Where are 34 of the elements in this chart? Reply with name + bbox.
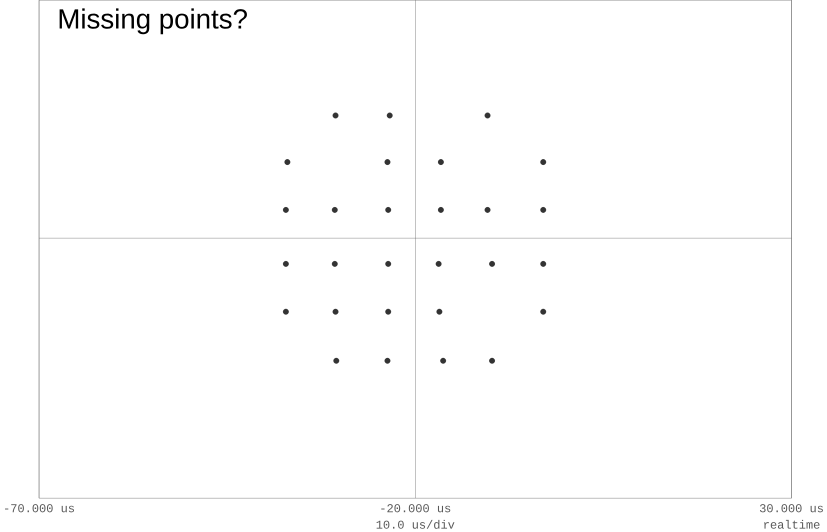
point [332, 112, 338, 119]
point [284, 159, 290, 166]
text: realtime [764, 520, 820, 529]
point [332, 260, 338, 267]
point [384, 159, 390, 166]
point [385, 308, 392, 315]
point [540, 159, 546, 166]
point [332, 308, 338, 315]
point [436, 308, 442, 315]
text: 10.0 us/div [376, 520, 454, 529]
point [332, 207, 338, 213]
point [385, 260, 392, 267]
point [385, 207, 392, 213]
point [440, 358, 446, 364]
point [282, 207, 289, 213]
point [540, 207, 546, 213]
x-tick-label: 30.000 us [760, 504, 823, 512]
point [484, 112, 491, 119]
point [540, 260, 546, 267]
point [384, 358, 390, 364]
point [438, 207, 444, 213]
point [386, 112, 393, 119]
point [436, 260, 442, 267]
point [489, 260, 496, 267]
point [333, 358, 340, 364]
point [540, 308, 546, 315]
chart-title: Missing points? [60, 8, 247, 34]
point [484, 207, 491, 213]
point [282, 308, 289, 315]
point [282, 260, 289, 267]
x-tick-label: -20.000 us [381, 504, 450, 512]
x-tick-label: -70.000 us [5, 504, 74, 512]
point [438, 159, 444, 166]
point [489, 358, 496, 364]
